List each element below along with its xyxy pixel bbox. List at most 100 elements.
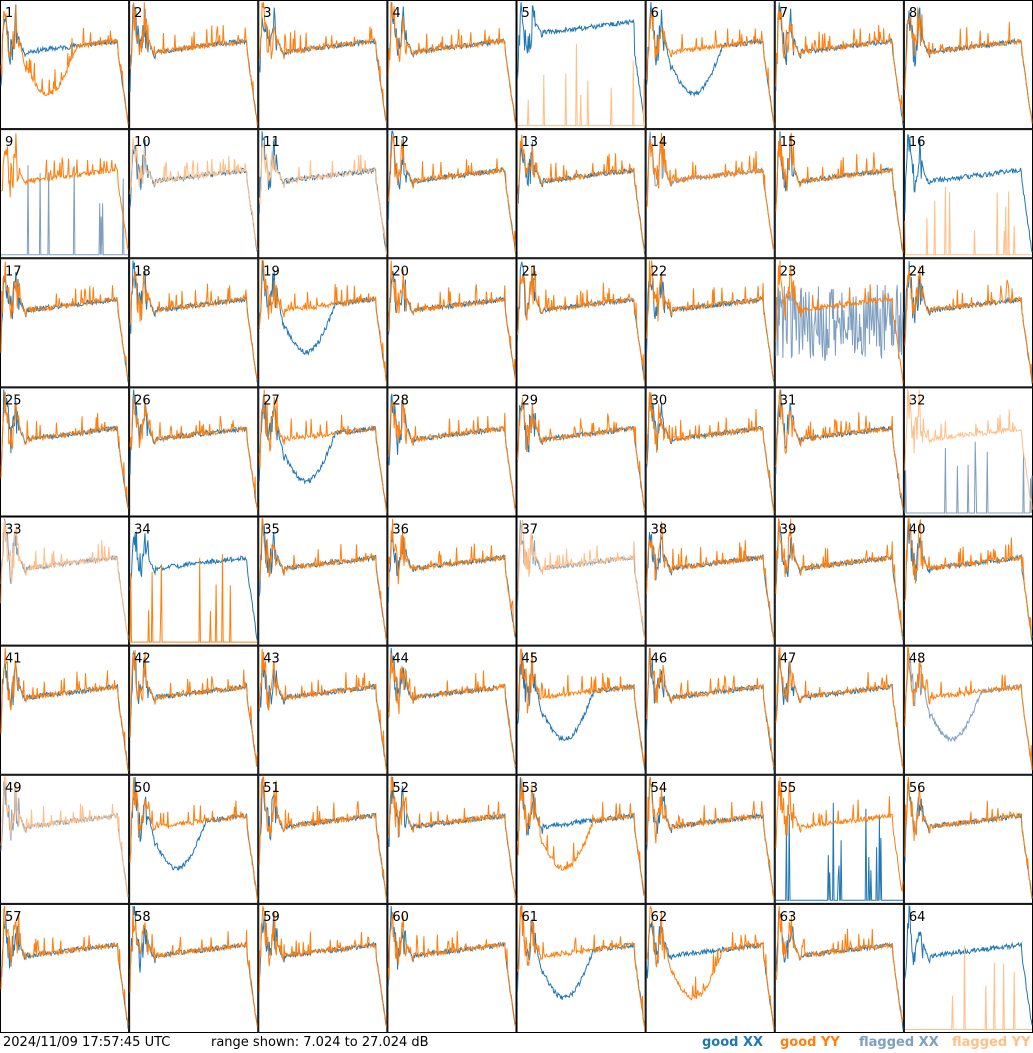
panel-label: 8	[909, 6, 917, 21]
series-yy	[646, 260, 775, 380]
panel-6: 6	[645, 0, 775, 130]
series-yy	[517, 267, 646, 384]
panel-frame	[258, 129, 388, 259]
panel-label: 31	[780, 393, 797, 408]
series-xx	[258, 778, 387, 900]
series-yy	[904, 266, 1033, 383]
panel-10: 10	[129, 129, 259, 259]
panel-17: 17	[0, 258, 130, 388]
panel-frame	[645, 645, 775, 775]
panel-frame	[0, 258, 130, 388]
series-xx	[775, 802, 903, 901]
panel-label: 53	[522, 781, 539, 796]
panel-frame	[129, 774, 259, 904]
panel-7: 7	[774, 0, 904, 130]
panel-16: 16	[903, 129, 1033, 259]
panel-label: 21	[522, 264, 539, 279]
panel-34: 34	[129, 516, 259, 646]
series-yy	[775, 647, 904, 768]
panel-label: 52	[392, 781, 409, 796]
panel-frame	[129, 258, 259, 388]
series-yy	[0, 261, 129, 380]
panel-frame	[774, 0, 904, 130]
panel-label: 29	[522, 393, 539, 408]
series-yy	[775, 260, 904, 384]
panel-20: 20	[387, 258, 517, 388]
panel-frame	[258, 645, 388, 775]
panel-label: 39	[780, 523, 797, 538]
legend-flagged-xx: flagged XX	[859, 1035, 939, 1050]
series-yy	[517, 648, 646, 765]
series-yy	[904, 389, 1033, 510]
series-xx	[904, 134, 1033, 253]
series-yy	[646, 776, 775, 899]
panel-41: 41	[0, 645, 130, 775]
panel-frame	[387, 645, 517, 775]
panel-label: 61	[522, 910, 539, 925]
range-text: range shown: 7.024 to 27.024 dB	[211, 1035, 429, 1050]
series-yy	[387, 396, 516, 511]
panel-label: 26	[134, 393, 151, 408]
panel-frame	[387, 516, 517, 646]
panel-frame	[645, 129, 775, 259]
series-yy	[0, 133, 129, 250]
series-yy	[258, 2, 387, 122]
panel-frame	[0, 903, 130, 1033]
panel-35: 35	[258, 516, 388, 646]
panel-frame	[387, 258, 517, 388]
panel-label: 43	[263, 652, 280, 667]
panel-label: 58	[134, 910, 151, 925]
panel-label: 64	[909, 910, 926, 925]
series-yy	[646, 521, 775, 639]
panel-label: 35	[263, 523, 280, 538]
series-yy	[646, 392, 775, 513]
panel-8: 8	[903, 0, 1033, 130]
series-xx	[258, 260, 387, 380]
series-yy	[775, 389, 904, 510]
panel-label: 6	[651, 6, 659, 21]
panel-frame	[387, 387, 517, 517]
series-yy	[775, 518, 904, 639]
panel-frame	[903, 258, 1033, 388]
series-yy	[258, 648, 387, 771]
panel-frame	[516, 258, 646, 388]
panel-54: 54	[645, 774, 775, 904]
panel-21: 21	[516, 258, 646, 388]
panel-frame	[0, 387, 130, 517]
series-yy	[259, 518, 387, 641]
series-yy	[129, 649, 258, 767]
series-yy	[0, 391, 129, 509]
panel-5: 5	[516, 0, 646, 130]
panel-label: 11	[263, 135, 280, 150]
panel-49: 49	[0, 774, 130, 904]
panel-label: 59	[263, 910, 280, 925]
panel-label: 46	[651, 652, 668, 667]
series-yy	[904, 945, 1032, 1030]
panel-frame	[129, 0, 259, 130]
panel-label: 41	[5, 652, 22, 667]
panel-59: 59	[258, 903, 388, 1033]
panel-frame	[0, 0, 130, 130]
series-yy	[258, 142, 387, 255]
footer: 2024/11/09 17:57:45 UTC range shown: 7.0…	[0, 1033, 1033, 1053]
panel-frame	[258, 258, 388, 388]
series-yy	[775, 776, 904, 893]
panel-62: 62	[645, 903, 775, 1033]
panel-frame	[516, 129, 646, 259]
legend-good-yy: good YY	[780, 1035, 840, 1050]
panel-15: 15	[774, 129, 904, 259]
panel-frame	[129, 903, 259, 1033]
panel-label: 16	[909, 135, 926, 150]
series-yy	[517, 906, 646, 1030]
series-xx	[129, 776, 258, 899]
panel-18: 18	[129, 258, 259, 388]
panel-4: 4	[387, 0, 517, 130]
panel-label: 36	[392, 523, 409, 538]
panel-frame	[0, 129, 130, 259]
panel-label: 44	[392, 652, 409, 667]
panel-label: 57	[5, 910, 22, 925]
panel-label: 15	[780, 135, 797, 150]
panel-44: 44	[387, 645, 517, 775]
panel-frame	[903, 645, 1033, 775]
series-yy	[387, 260, 516, 382]
